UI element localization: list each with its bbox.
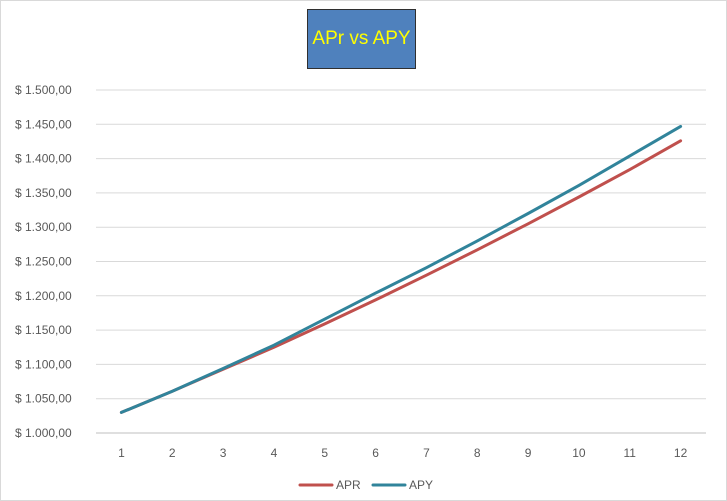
- x-tick-label: 5: [321, 446, 328, 460]
- y-tick-label: $ 1.150,00: [15, 323, 72, 337]
- x-tick-label: 7: [423, 446, 430, 460]
- y-tick-label: $ 1.250,00: [15, 255, 72, 269]
- x-tick-label: 11: [624, 446, 637, 460]
- legend-label-apy: APY: [409, 478, 433, 492]
- y-tick-label: $ 1.450,00: [15, 117, 72, 131]
- y-tick-label: $ 1.500,00: [15, 83, 72, 97]
- x-tick-label: 9: [525, 446, 532, 460]
- y-tick-label: $ 1.000,00: [15, 426, 72, 440]
- y-tick-label: $ 1.050,00: [15, 392, 72, 406]
- x-tick-label: 3: [220, 446, 227, 460]
- legend-label-apr: APR: [336, 478, 361, 492]
- y-tick-label: $ 1.350,00: [15, 186, 72, 200]
- x-tick-label: 4: [271, 446, 278, 460]
- y-tick-label: $ 1.300,00: [15, 220, 72, 234]
- chart-title-box: APr vs APY: [307, 9, 416, 69]
- x-tick-label: 2: [169, 446, 176, 460]
- x-tick-label: 10: [572, 446, 586, 460]
- y-tick-label: $ 1.400,00: [15, 152, 72, 166]
- series-line-apr: [119, 139, 683, 414]
- x-tick-label: 6: [372, 446, 379, 460]
- x-tick-label: 12: [674, 446, 688, 460]
- x-tick-label: 1: [118, 446, 125, 460]
- y-tick-label: $ 1.200,00: [15, 289, 72, 303]
- y-tick-label: $ 1.100,00: [15, 357, 72, 371]
- series-line-apy: [119, 124, 683, 414]
- chart-title: APr vs APY: [312, 28, 411, 49]
- x-tick-label: 8: [474, 446, 481, 460]
